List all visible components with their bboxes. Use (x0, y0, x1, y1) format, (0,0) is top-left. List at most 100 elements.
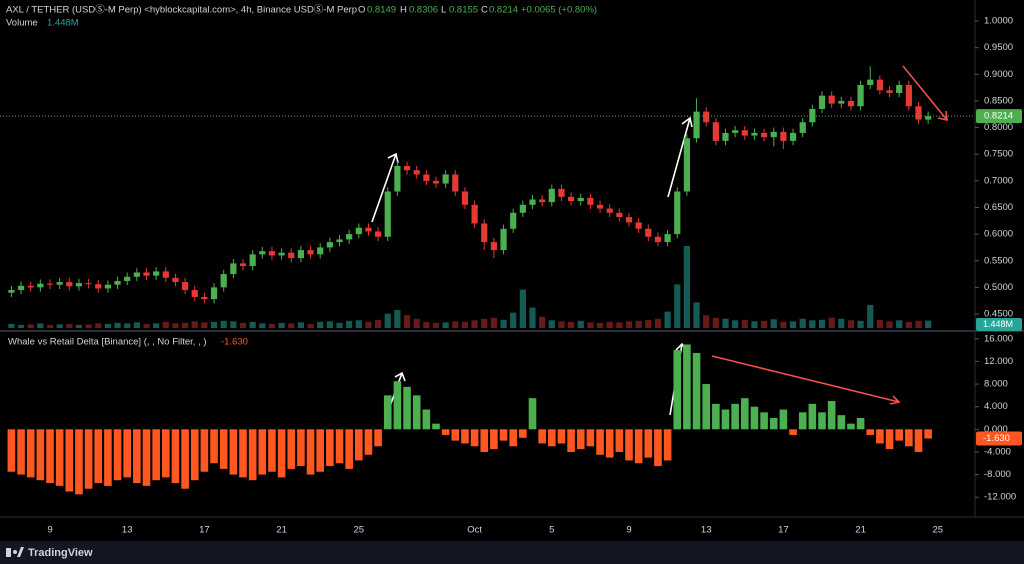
volume-bar (423, 321, 430, 328)
delta-bar (634, 429, 643, 464)
delta-bar (702, 384, 710, 430)
volume-bar (182, 322, 189, 328)
delta-bar (258, 429, 267, 475)
delta-bar (287, 429, 296, 469)
candle-body (625, 217, 633, 223)
candle-body (220, 274, 227, 288)
delta-bar (548, 429, 556, 447)
delta-bar (248, 429, 257, 481)
y-tick-label: 0.5000 (984, 282, 1013, 293)
delta-bar (142, 429, 151, 486)
candle-body (577, 197, 584, 202)
candle-body (37, 283, 44, 288)
volume-bar (259, 323, 266, 328)
y-tick-label: 0.8000 (984, 122, 1013, 133)
y-tick-label: 0.8500 (984, 95, 1013, 106)
ohlc-key: O (358, 5, 365, 16)
y-tick-label: 8.000 (984, 379, 1008, 390)
delta-bar (625, 429, 633, 461)
x-tick-label: 17 (778, 525, 789, 536)
volume-bar (384, 313, 391, 328)
delta-bar (65, 429, 74, 492)
volume-bar (201, 322, 208, 328)
volume-bar (124, 323, 131, 328)
volume-bar (539, 316, 546, 328)
delta-bar (393, 381, 402, 430)
delta-bar (355, 429, 363, 461)
delta-bar (673, 350, 682, 430)
candle-body (568, 196, 575, 202)
volume-bar (751, 321, 758, 328)
x-tick-label: 9 (47, 525, 52, 536)
volume-bar (703, 315, 710, 328)
candle-body (423, 174, 430, 181)
volume-bar (336, 322, 343, 328)
candle-body (95, 284, 102, 289)
candle-body (268, 251, 276, 256)
delta-bar (847, 423, 855, 430)
x-tick-label: 21 (276, 525, 287, 536)
delta-bar (7, 429, 16, 472)
volume-bar (191, 321, 198, 328)
volume-tag (976, 318, 1022, 331)
candle-body (326, 242, 333, 248)
delta-bar (721, 409, 730, 430)
candle-body (346, 234, 353, 240)
delta-bar (26, 429, 35, 478)
candle-body (886, 90, 893, 93)
candle-body (8, 290, 15, 293)
delta-bar (94, 429, 103, 484)
ohlc-value: 0.8306 (409, 5, 438, 16)
volume-bar (664, 311, 671, 328)
candle-body (27, 285, 34, 288)
volume-bar (809, 320, 816, 328)
candle-body (288, 252, 295, 259)
candle-body (732, 130, 739, 133)
candle-body (124, 276, 131, 281)
volume-bar (780, 321, 787, 328)
volume-bar (490, 317, 497, 328)
delta-bar (596, 429, 604, 455)
candle-body (741, 130, 748, 136)
volume-bar (27, 324, 34, 328)
volume-bar (510, 312, 517, 328)
delta-bar (605, 429, 614, 458)
candle-body (66, 282, 73, 287)
delta-bar (17, 429, 25, 475)
volume-bar (915, 320, 922, 328)
candle-body (201, 296, 208, 300)
delta-tag-label: -1.630 (983, 433, 1010, 444)
x-tick-label: 5 (549, 525, 554, 536)
candle-body (905, 84, 912, 107)
volume-bar (413, 318, 420, 328)
volume-bar (114, 322, 121, 328)
candle-body (403, 165, 411, 171)
candle-body (683, 138, 690, 192)
delta-bar (615, 429, 624, 452)
volume-bar (568, 321, 575, 328)
volume-bar (278, 322, 285, 328)
volume-bar (925, 320, 932, 328)
volume-bar (732, 320, 739, 328)
y-tick-label: 0.9000 (984, 69, 1013, 80)
ohlc-value: 0.8155 (449, 5, 478, 16)
candle-body (172, 277, 179, 283)
candle-body (413, 170, 420, 175)
volume-bar (828, 317, 835, 328)
delta-bar (181, 429, 189, 489)
candle-body (838, 100, 845, 104)
candle-body (789, 132, 797, 141)
delta-bar (499, 429, 508, 441)
delta-bar (326, 429, 334, 467)
x-tick-label: 9 (626, 525, 631, 536)
y-tick-label: 0.7000 (984, 175, 1013, 186)
delta-bar (818, 412, 826, 430)
candle-body (471, 204, 478, 224)
delta-bar (335, 429, 344, 464)
candle-body (867, 79, 874, 85)
delta-bar (480, 429, 489, 452)
delta-bar (152, 429, 160, 481)
ohlc-value: 0.8149 (367, 5, 396, 16)
y-tick-label: 0.4500 (984, 309, 1013, 320)
delta-bar (383, 395, 392, 430)
